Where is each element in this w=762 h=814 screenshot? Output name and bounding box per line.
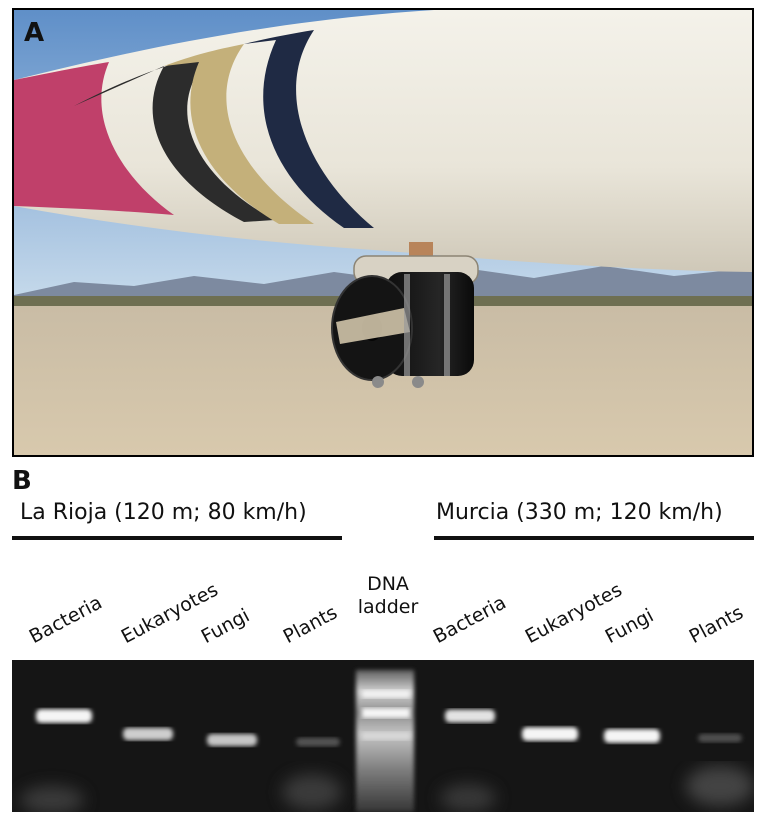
gel-band-la-rioja-bacteria	[36, 709, 92, 723]
lane-label-la-rioja-bacteria: Bacteria	[25, 591, 106, 648]
gel-band-la-rioja-fungi	[207, 733, 257, 747]
gel-band-murcia-plants	[698, 733, 742, 743]
gel-band-la-rioja-plants	[296, 737, 340, 747]
ladder-label-line-2: ladder	[357, 596, 419, 618]
photo-panel	[12, 8, 754, 457]
gel-band-murcia-fungi	[604, 729, 660, 743]
ladder-label: DNA ladder	[350, 573, 426, 619]
lane-label-la-rioja-plants: Plants	[279, 601, 342, 648]
gel-band-la-rioja-eukaryotes	[123, 727, 173, 741]
panel-b-letter: B	[12, 466, 32, 496]
panel-a-letter: A	[24, 18, 45, 48]
gel-band-murcia-bacteria	[445, 709, 495, 723]
lane-label-murcia-plants: Plants	[685, 601, 748, 648]
aircraft-sampler-photo	[14, 10, 752, 455]
gel-image	[12, 660, 754, 812]
gel-band-murcia-eukaryotes	[522, 727, 578, 741]
group-title-la-rioja: La Rioja (120 m; 80 km/h)	[20, 500, 307, 525]
lane-label-murcia-fungi: Fungi	[601, 604, 658, 648]
gel-svg	[12, 660, 754, 812]
group-underline-la-rioja	[12, 536, 342, 540]
group-underline-murcia	[434, 536, 754, 540]
ladder-label-line-1: DNA	[367, 573, 409, 595]
group-title-murcia: Murcia (330 m; 120 km/h)	[436, 500, 723, 525]
dna-ladder-lane	[356, 670, 414, 812]
lane-label-murcia-bacteria: Bacteria	[429, 591, 510, 648]
lane-label-la-rioja-fungi: Fungi	[197, 604, 254, 648]
